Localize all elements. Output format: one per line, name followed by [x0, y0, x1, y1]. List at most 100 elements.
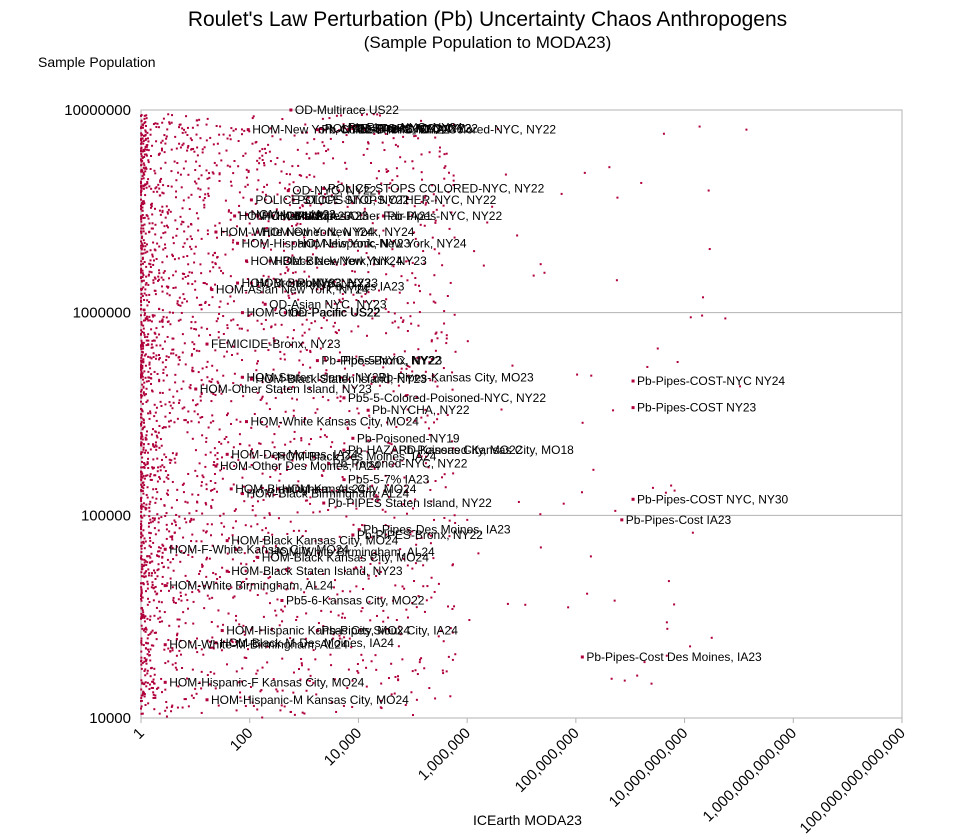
data-point [406, 202, 409, 205]
data-point [402, 503, 405, 506]
data-point [383, 149, 386, 152]
labeled-data-point [205, 342, 209, 346]
data-point [149, 539, 152, 542]
data-point [140, 142, 143, 145]
data-point [152, 693, 155, 696]
labeled-data-point [357, 528, 361, 532]
data-point [157, 563, 160, 566]
data-point [243, 500, 246, 503]
data-point [330, 664, 333, 667]
data-point [170, 544, 173, 547]
data-point [251, 233, 254, 236]
data-point [266, 280, 269, 283]
data-point [191, 366, 194, 369]
data-point [207, 187, 210, 190]
data-point [377, 216, 380, 219]
data-point [143, 620, 146, 623]
data-point [140, 244, 143, 247]
data-point [154, 233, 157, 236]
point-label: OD-Asian NYC, NY23 [269, 297, 387, 311]
data-point [450, 211, 453, 214]
data-point [223, 525, 226, 528]
data-point [256, 551, 259, 554]
data-point [304, 123, 307, 126]
data-point [179, 591, 182, 594]
data-point [141, 364, 144, 367]
data-point [149, 532, 152, 535]
data-point [365, 666, 368, 669]
data-point [391, 179, 394, 182]
point-label: HOM-Black New York, NY24 [250, 254, 402, 268]
data-point [140, 363, 143, 366]
data-point [411, 530, 414, 533]
data-point [209, 270, 212, 273]
data-point [279, 350, 282, 353]
data-point [432, 374, 435, 377]
data-point [398, 625, 401, 628]
data-point [261, 472, 264, 475]
data-point [403, 350, 406, 353]
data-point [179, 173, 182, 176]
data-point [206, 523, 209, 526]
data-point [161, 561, 164, 564]
data-point [315, 693, 318, 696]
x-tick-label: 1,000,000 [415, 725, 474, 784]
data-point [443, 166, 446, 169]
point-label: Pb-Pipes-NYC, NY23 [357, 122, 472, 136]
labeled-data-point [342, 125, 346, 129]
data-point [170, 506, 173, 509]
data-point [197, 371, 200, 374]
data-point [275, 457, 278, 460]
data-point [164, 161, 167, 164]
data-point [204, 193, 207, 196]
y-tick-label: 10000 [89, 710, 131, 727]
data-point [218, 172, 221, 175]
data-point [405, 490, 408, 493]
data-point [140, 269, 143, 272]
data-point [140, 203, 143, 206]
data-point [244, 705, 247, 708]
data-point [150, 227, 153, 230]
data-point [140, 466, 143, 469]
data-point [303, 270, 306, 273]
data-point [199, 137, 202, 140]
data-point [355, 507, 358, 510]
data-point [260, 486, 263, 489]
data-point [221, 477, 224, 480]
data-point [258, 644, 261, 647]
data-point [210, 400, 213, 403]
data-point [168, 294, 171, 297]
data-point [417, 594, 420, 597]
data-point [268, 602, 271, 605]
data-point [158, 550, 161, 553]
data-point [175, 453, 178, 456]
data-point [298, 529, 301, 532]
data-point [338, 634, 341, 637]
data-point [332, 157, 335, 160]
data-point [179, 639, 182, 642]
data-point [142, 690, 145, 693]
data-point [413, 301, 416, 304]
data-point [140, 639, 143, 642]
data-point [287, 465, 290, 468]
data-point [150, 666, 153, 669]
data-point [149, 167, 152, 170]
data-point [140, 528, 143, 531]
data-point [170, 121, 173, 124]
data-point [256, 708, 259, 711]
data-point [239, 691, 242, 694]
data-point [147, 467, 150, 470]
data-point [351, 124, 354, 127]
data-point [413, 135, 416, 138]
data-point [154, 249, 157, 252]
data-point [202, 199, 205, 202]
data-point [140, 304, 143, 307]
data-point [142, 217, 145, 220]
data-point [154, 332, 157, 335]
data-point [169, 561, 172, 564]
data-point [331, 245, 334, 248]
data-point [241, 359, 244, 362]
point-label: POLICE STOPS OTHER-NYC, NY22 [297, 193, 496, 207]
data-point [241, 580, 244, 583]
